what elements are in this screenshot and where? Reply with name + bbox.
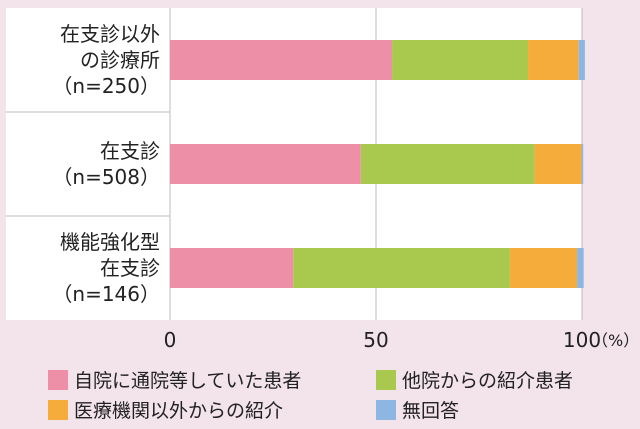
legend-item-0: 自院に通院等していた患者: [48, 366, 301, 393]
bar-segment-0-1: [392, 40, 529, 80]
legend-item-3: 無回答: [376, 396, 459, 423]
category-label-1-0: 在支診: [100, 139, 160, 163]
bar-segment-2-0: [170, 248, 294, 288]
bar-segment-1-2: [534, 144, 582, 184]
legend-label-1: 他院からの紹介患者: [402, 370, 574, 392]
legend-label-3: 無回答: [402, 400, 460, 422]
bar-segment-0-2: [528, 40, 579, 80]
category-label-0-0: 在支診以外: [60, 22, 160, 46]
legend-swatch-3: [376, 399, 396, 420]
category-label-2-1: 在支診: [100, 256, 160, 280]
bar-segment-2-1: [293, 248, 510, 288]
bar-segment-1-1: [360, 144, 535, 184]
tick-label-0: 0: [164, 328, 177, 352]
bar-segment-0-0: [170, 40, 393, 80]
tick-label-1: 50: [363, 328, 388, 352]
category-label-0-1: の診療所: [80, 48, 160, 72]
bar-segment-1-0: [170, 144, 361, 184]
legend-swatch-0: [48, 369, 68, 390]
legend-label-0: 自院に通院等していた患者: [74, 370, 302, 392]
tick-label-2: 100: [563, 328, 601, 352]
legend-swatch-1: [376, 369, 396, 390]
legend-item-2: 医療機関以外からの紹介: [48, 396, 283, 423]
category-label-2-0: 機能強化型: [60, 230, 160, 254]
bar-segment-2-2: [509, 248, 578, 288]
category-label-2-2: （n=146）: [52, 282, 160, 306]
legend-swatch-2: [48, 399, 68, 420]
category-label-0-2: （n=250）: [52, 74, 160, 98]
x-unit-label: （%）: [592, 331, 639, 350]
bar-segment-2-3: [577, 248, 584, 288]
bar-segment-0-3: [578, 40, 585, 80]
legend-label-2: 医療機関以外からの紹介: [74, 400, 284, 422]
bar-segment-1-3: [581, 144, 584, 184]
category-label-1-1: （n=508）: [52, 165, 160, 189]
legend-item-1: 他院からの紹介患者: [376, 366, 573, 393]
